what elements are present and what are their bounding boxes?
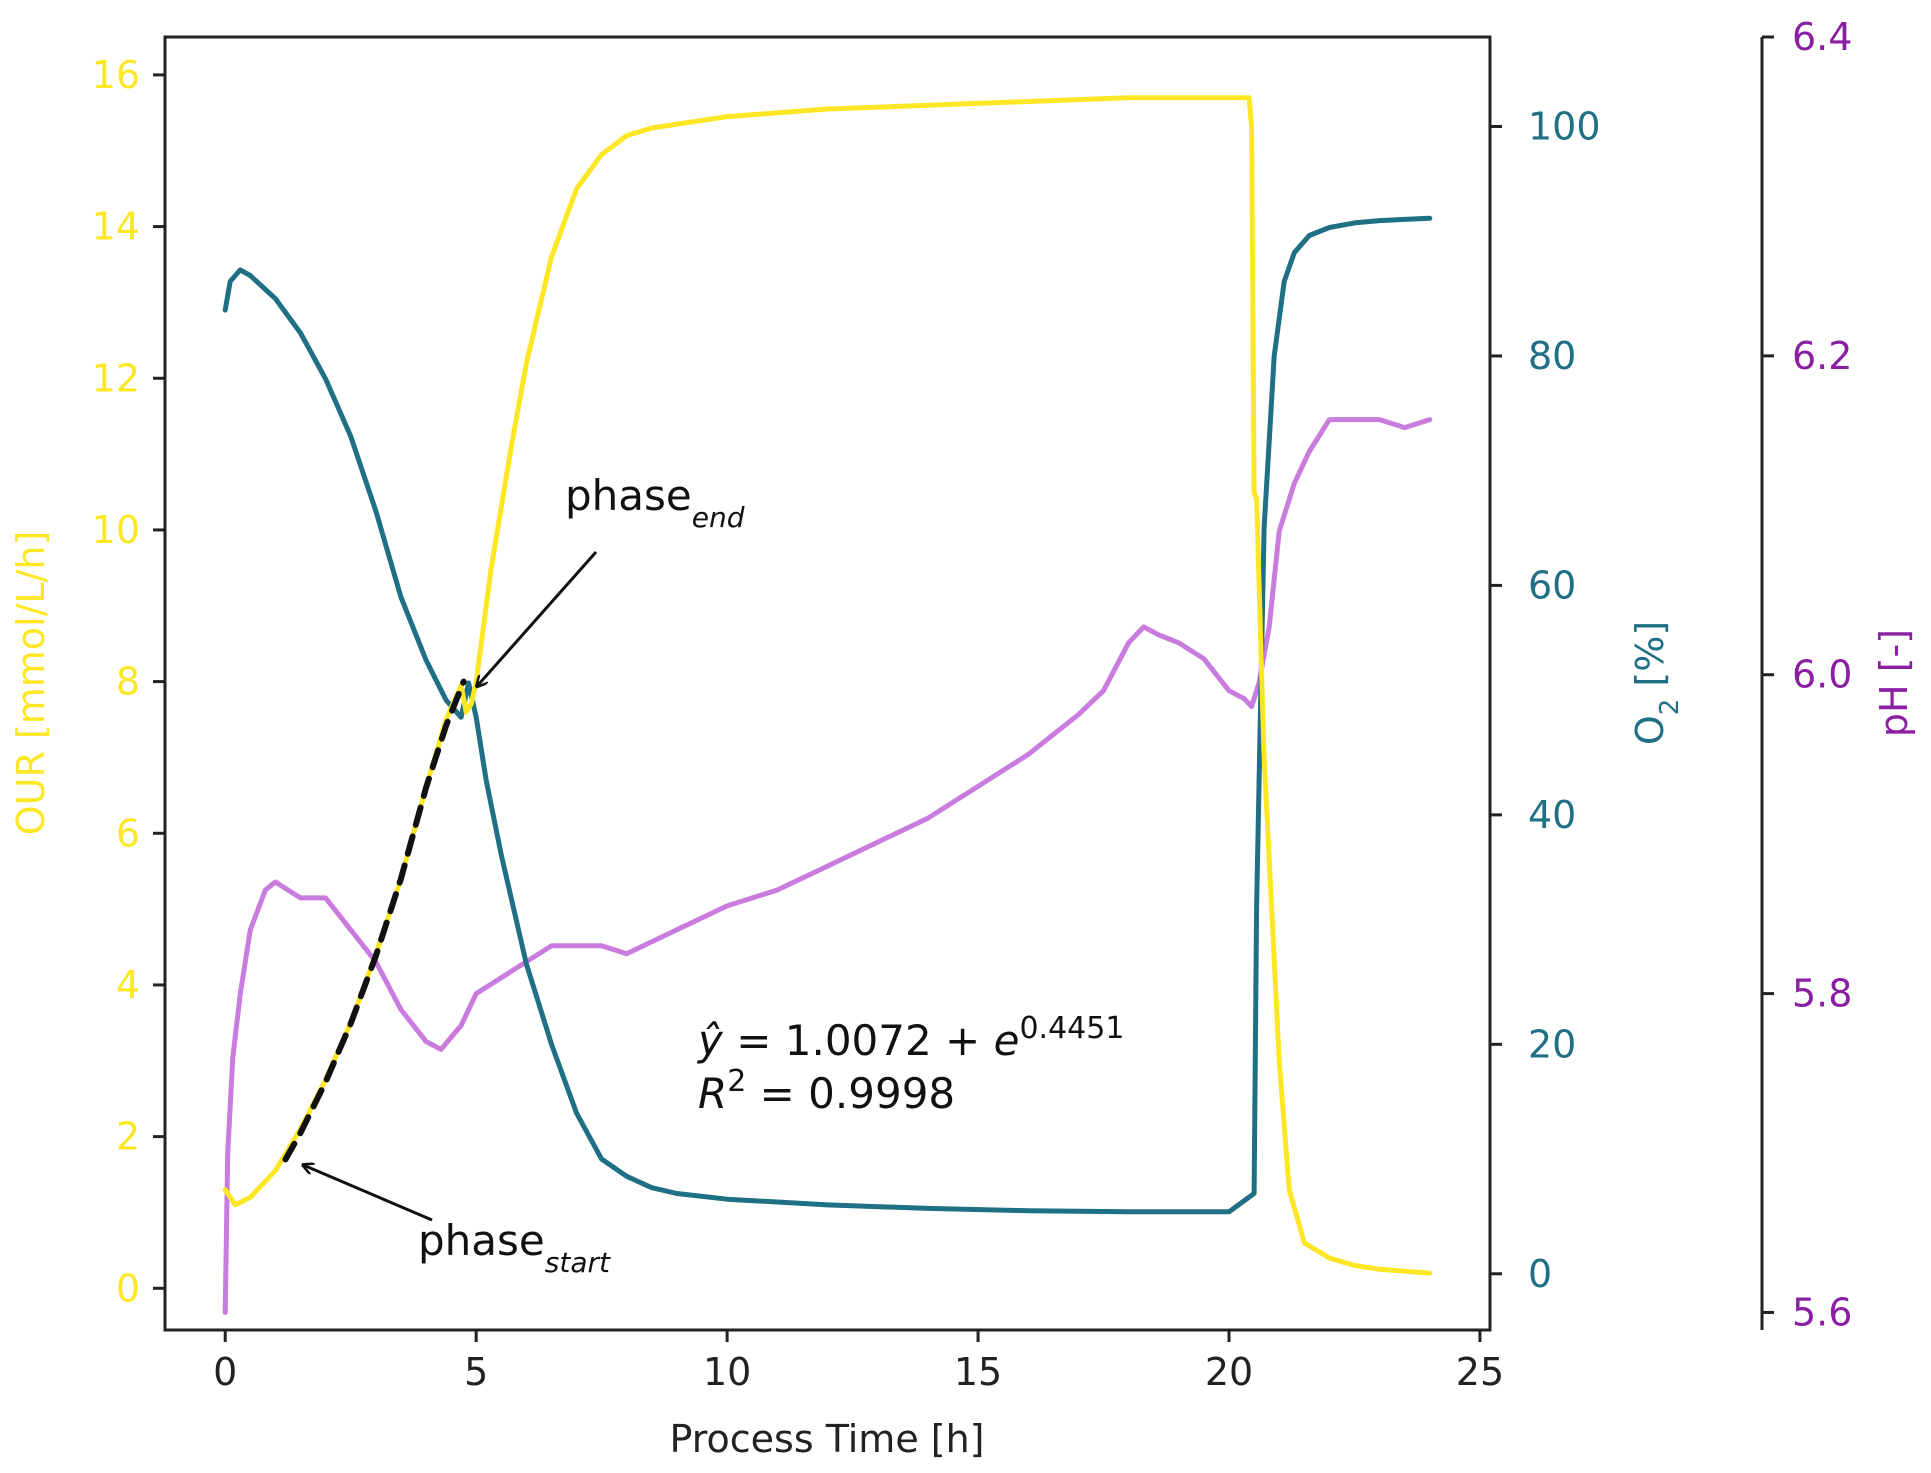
o2-axis-title: O2 [%] [1628,621,1685,745]
ph-tick-label: 5.8 [1792,972,1852,1016]
our-tick-label: 10 [92,508,140,552]
axis-layer: 0 5 10 15 20 25 0 2 4 6 8 10 12 14 16 0 20 40 60 80 100 5.6 5.… [92,15,1853,1394]
o2-tick-label: 20 [1528,1022,1576,1066]
x-tick-label: 25 [1456,1350,1504,1394]
fit-equation-exp: 0.4451 [1019,1011,1124,1046]
x-tick-label: 10 [703,1350,751,1394]
x-tick-label: 0 [213,1350,237,1394]
series-layer [222,95,1433,1315]
fit-equation-lhs: ŷ [696,1016,724,1065]
o2-axis-title-main: O [1628,715,1672,745]
annotation-label: phasestart [418,1216,611,1279]
our-tick-label: 12 [92,356,140,400]
annotation-text: phase [565,471,692,520]
x-axis-title: Process Time [h] [669,1417,984,1461]
fit-equation-base: e [994,1016,1020,1065]
annotation-arrow [303,1165,433,1222]
ph-tick-label: 6.2 [1792,334,1852,378]
fit-r2-sup: 2 [727,1064,746,1099]
x-tick-label: 15 [954,1350,1002,1394]
annotation-text: phase [418,1216,545,1265]
ph-axis-title: pH [-] [1872,629,1916,737]
ph-tick-label: 6.0 [1792,653,1852,697]
our-tick-label: 16 [92,53,140,97]
annotation-label: phaseend [565,471,745,534]
plot-frame [163,35,1492,1332]
ph-tick-label: 5.6 [1792,1290,1852,1334]
our-tick-label: 14 [92,205,140,249]
our-axis-title: OUR [mmol/L/h] [9,531,53,836]
o2-tick-label: 60 [1528,563,1576,607]
annotation-subscript: start [545,1246,611,1279]
annotation-subscript: end [692,501,745,534]
fit-equation-mid: = 1.0072 + [723,1016,994,1065]
our-tick-label: 8 [116,660,140,704]
o2-tick-label: 100 [1528,104,1601,148]
our-tick-label: 2 [116,1115,140,1159]
our-tick-label: 6 [116,811,140,855]
our-tick-label: 0 [116,1266,140,1310]
o2-tick-label: 80 [1528,334,1576,378]
our-tick-label: 4 [116,963,140,1007]
fit-r2-rhs: = 0.9998 [746,1069,955,1118]
x-tick-label: 20 [1205,1350,1253,1394]
o2-tick-label: 0 [1528,1252,1552,1296]
fit-r-squared: R2 = 0.9998 [698,1064,955,1119]
exponential-fit-line [282,678,467,1163]
fit-r2-lhs: R [698,1069,727,1118]
o2-axis-title-sub: 2 [1655,699,1685,716]
o2-line [222,215,1433,1215]
ph-line [222,417,1433,1315]
ph-tick-label: 6.4 [1792,15,1852,59]
o2-axis-title-suffix: [%] [1628,621,1672,699]
annotation-arrow [477,551,598,686]
fit-equation: ŷ = 1.0072 + e0.4451 [696,1011,1124,1066]
o2-tick-label: 40 [1528,793,1576,837]
x-tick-label: 5 [464,1350,488,1394]
